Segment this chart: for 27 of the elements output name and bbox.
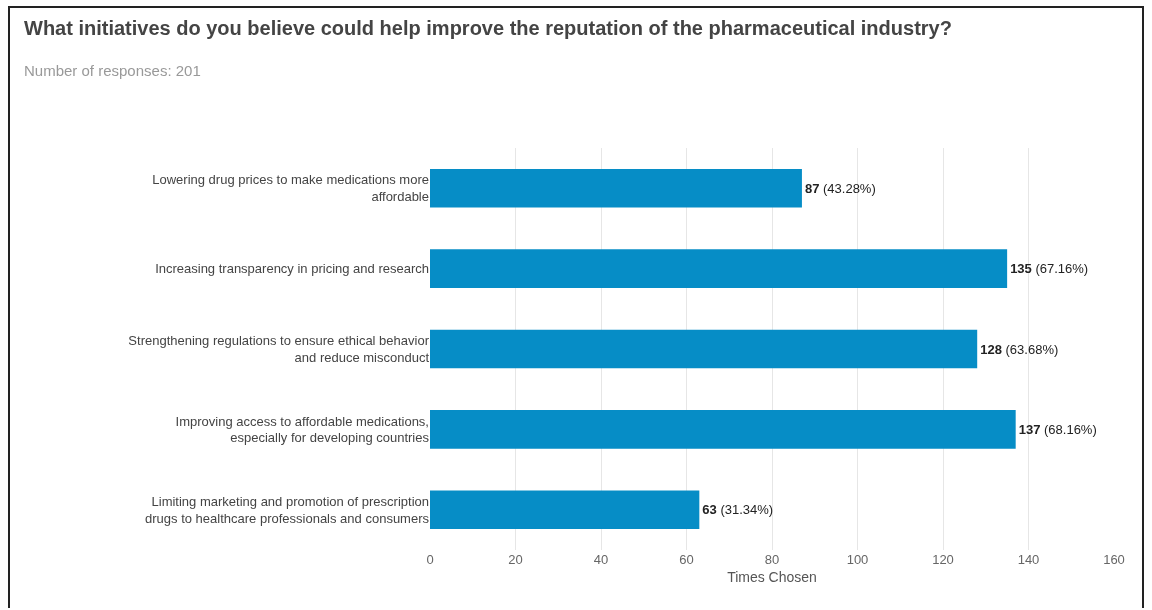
text: Number of responses: 201 [24,62,201,79]
data-label: 63 (31.34%) [702,502,774,518]
data-label: 135 (67.16%) [1010,261,1089,277]
data-label: 137 (68.16%) [1018,421,1097,437]
bar [430,249,1008,288]
bar [430,490,700,530]
x-tick-label: 100 [846,552,869,567]
x-tick-label: 40 [593,552,609,567]
y-tick-label: Strengthening regulations to ensure ethical behavior and reduce misconduct [128,333,430,365]
x-tick-label: 60 [679,552,694,567]
x-tick-label: 140 [1017,552,1040,567]
bar [430,168,802,208]
chart-title: What initiatives do you believe could help improve the reputation of the pharmaceutical industry? [24,17,952,39]
bar [430,329,978,369]
x-tick-label: 0 [426,552,434,567]
data-label: 128 (63.68%) [980,341,1059,357]
data-label: 87 (43.28%) [804,180,876,196]
bar [430,410,1016,449]
y-tick-label: Improving access to affordable medications, especially for developing countries [175,413,430,446]
y-tick-label: Increasing transparency in pricing and research [155,261,429,277]
y-tick-label: Limiting marketing and promotion of prescription drugs to healthcare professionals and consumers [145,493,430,526]
y-tick-label: Lowering drug prices to make medications more affordable [152,172,429,205]
x-tick-label: 80 [764,552,780,567]
x-axis-title: Times Chosen [727,569,817,586]
x-tick-label: 20 [508,552,523,567]
x-tick-label: 160 [1103,552,1125,567]
x-tick-label: 120 [932,552,954,567]
